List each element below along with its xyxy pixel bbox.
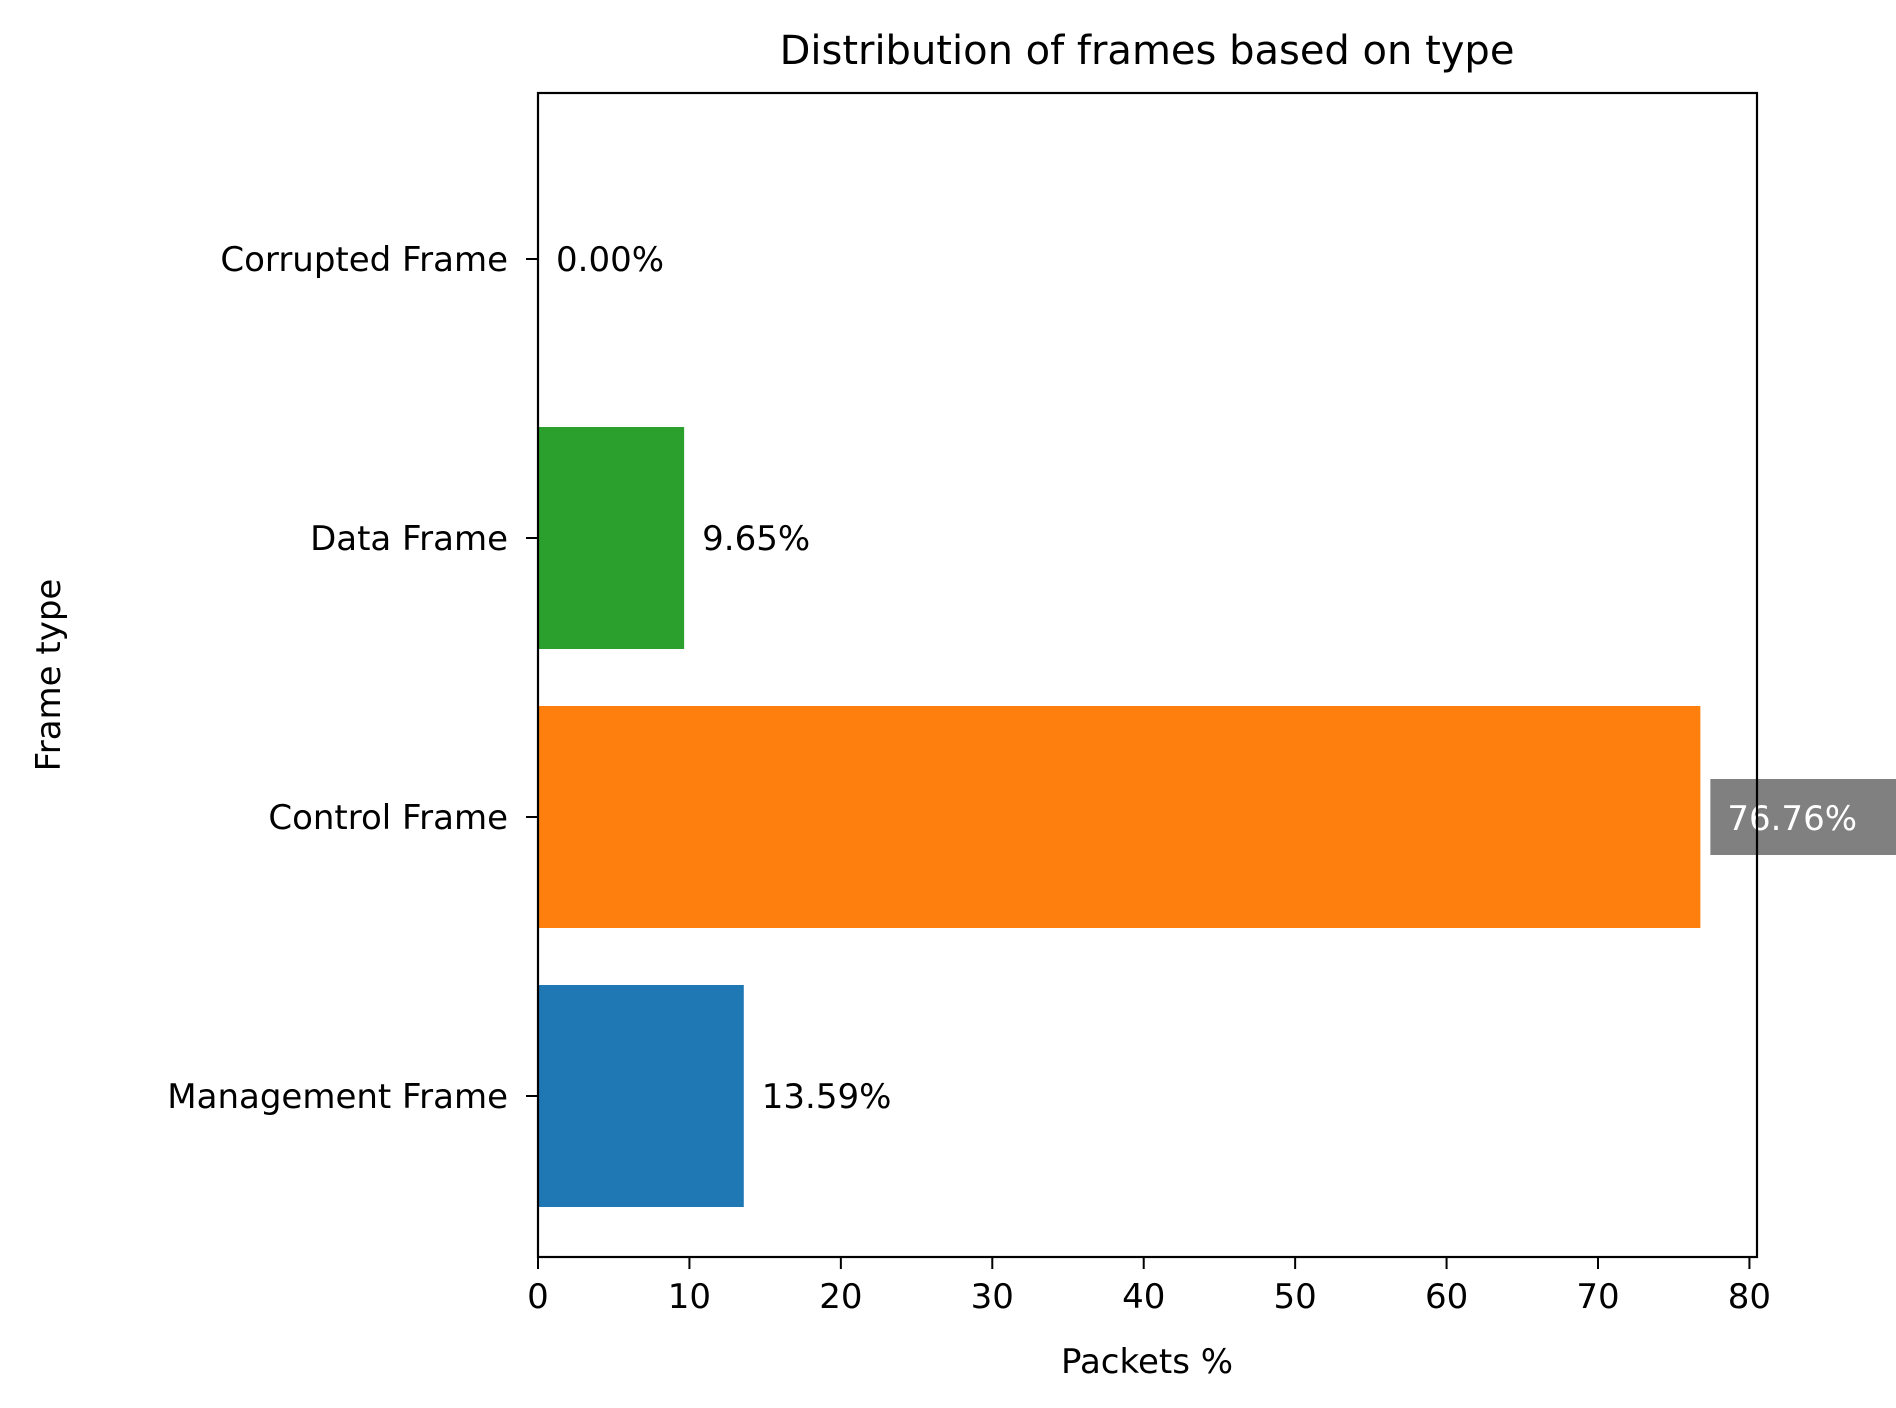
y-tick-label: Corrupted Frame bbox=[220, 240, 508, 280]
x-tick-label: 0 bbox=[527, 1277, 549, 1317]
y-tick-label: Control Frame bbox=[268, 798, 508, 838]
x-tick-label: 50 bbox=[1274, 1277, 1317, 1317]
value-label: 13.59% bbox=[762, 1077, 892, 1117]
bar-data-frame bbox=[538, 427, 685, 649]
chart-title: Distribution of frames based on type bbox=[780, 28, 1515, 74]
x-axis-label: Packets % bbox=[1061, 1342, 1233, 1382]
x-tick-label: 70 bbox=[1576, 1277, 1619, 1317]
x-tick-label: 80 bbox=[1728, 1277, 1771, 1317]
x-tick-label: 40 bbox=[1122, 1277, 1165, 1317]
y-tick-label: Data Frame bbox=[310, 519, 508, 559]
x-tick-label: 10 bbox=[668, 1277, 711, 1317]
value-label: 9.65% bbox=[702, 519, 810, 559]
plot-marks: 0 10 20 30 40 50 60 70 80 Management Frame 13.59% C… bbox=[167, 240, 1896, 1317]
plot-frame bbox=[536, 91, 1759, 1259]
x-tick-label: 30 bbox=[971, 1277, 1014, 1317]
x-tick-label: 60 bbox=[1425, 1277, 1468, 1317]
value-label: 76.76% bbox=[1727, 799, 1857, 839]
x-tick-label: 20 bbox=[819, 1277, 862, 1317]
value-label-background bbox=[1710, 779, 1896, 855]
value-label: 0.00% bbox=[556, 240, 664, 280]
bar-management-frame bbox=[538, 985, 744, 1207]
y-axis-label: Frame type bbox=[29, 579, 69, 772]
y-tick-label: Management Frame bbox=[167, 1077, 508, 1117]
bar-control-frame bbox=[538, 706, 1701, 928]
